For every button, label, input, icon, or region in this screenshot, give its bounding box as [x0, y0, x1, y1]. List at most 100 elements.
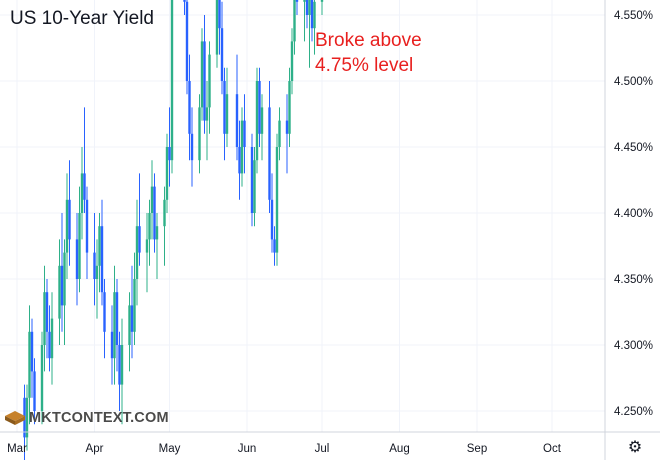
candle-body	[273, 239, 276, 253]
candle	[68, 160, 71, 266]
candle-body	[118, 345, 121, 385]
candle	[243, 94, 246, 174]
candle	[78, 186, 81, 293]
candle-body	[138, 226, 141, 253]
candle	[25, 384, 29, 451]
candle	[85, 186, 89, 279]
y-tick-label: 4.500%	[614, 76, 653, 88]
candle	[305, 0, 309, 29]
candle	[223, 67, 226, 161]
candle	[40, 331, 44, 425]
candle	[188, 54, 191, 161]
candle-body	[100, 226, 104, 293]
candle-body	[205, 107, 209, 121]
candle	[215, 0, 219, 68]
candle-body	[93, 252, 96, 279]
annotation-text: Broke above 4.75% level	[315, 28, 422, 78]
candle	[200, 28, 204, 121]
logo-icon	[5, 411, 25, 425]
candle-body	[85, 199, 89, 253]
x-tick-label: Apr	[86, 443, 104, 455]
candle	[293, 0, 296, 55]
candle	[285, 94, 289, 174]
candle-body	[203, 41, 206, 121]
candle	[225, 67, 229, 147]
candle-body	[250, 147, 254, 213]
logo-text: MKTCONTEXT.COM	[29, 410, 169, 426]
candle	[220, 1, 224, 95]
candle-body	[30, 331, 34, 372]
logo: MKTCONTEXT.COM	[4, 410, 169, 426]
candle	[190, 107, 194, 187]
candle	[268, 81, 271, 213]
candle	[93, 213, 96, 306]
candle-body	[80, 173, 84, 213]
settings-button[interactable]: ⚙	[624, 436, 646, 458]
candle	[83, 107, 86, 213]
x-tick-label: Sep	[467, 443, 487, 455]
candle-body	[95, 265, 99, 279]
candle-body	[255, 81, 259, 161]
candle-body	[165, 147, 169, 200]
candle-body	[28, 331, 31, 398]
y-tick-label: 4.350%	[614, 274, 653, 286]
candle	[43, 265, 46, 372]
candle	[118, 331, 121, 411]
candle	[155, 213, 159, 279]
candle	[260, 94, 264, 161]
candle-body	[260, 107, 264, 134]
candle	[103, 279, 106, 359]
candle-body	[293, 0, 296, 42]
candle	[165, 133, 169, 213]
candle-body	[113, 292, 116, 359]
candle-body	[208, 54, 211, 108]
y-tick-label: 4.250%	[614, 406, 653, 418]
candle-body	[78, 213, 81, 279]
candle	[58, 239, 61, 345]
candle-body	[183, 0, 186, 2]
candle-body	[240, 120, 244, 174]
candle	[170, 0, 174, 174]
candle-body	[188, 81, 191, 134]
candle	[95, 239, 99, 319]
candle-body	[63, 252, 66, 306]
candle-body	[48, 331, 51, 359]
candle-body	[313, 1, 316, 29]
candle	[183, 0, 186, 15]
candle-body	[133, 279, 136, 332]
candle	[273, 226, 276, 266]
candle-body	[275, 147, 279, 253]
y-tick-label: 4.300%	[614, 340, 653, 352]
annotation-line-1: Broke above	[315, 30, 422, 51]
candle-body	[45, 292, 49, 332]
candle	[115, 279, 119, 372]
candle-body	[218, 0, 221, 29]
candle-body	[33, 371, 36, 411]
candle	[98, 213, 101, 293]
candle-body	[285, 120, 289, 134]
candle-body	[110, 331, 114, 359]
y-tick-label: 4.400%	[614, 208, 653, 220]
candle	[45, 279, 49, 359]
x-tick-label: Oct	[543, 443, 562, 455]
candle-body	[185, 1, 189, 81]
candle-body	[303, 0, 306, 2]
candle	[275, 133, 279, 266]
candle-body	[163, 199, 166, 227]
candle-body	[25, 397, 29, 438]
gear-icon: ⚙	[627, 439, 643, 456]
candle	[138, 173, 141, 266]
x-tick-label: Mar	[7, 443, 27, 455]
candle-body	[253, 160, 256, 213]
candle	[308, 0, 311, 68]
candle-body	[215, 0, 219, 55]
candle	[255, 67, 259, 174]
candle	[253, 147, 256, 227]
candle	[270, 173, 274, 253]
candle	[145, 213, 149, 293]
candle-body	[103, 292, 106, 332]
candle-body	[60, 265, 64, 306]
candle	[48, 305, 51, 372]
candle-body	[170, 0, 174, 161]
candle	[205, 81, 209, 161]
